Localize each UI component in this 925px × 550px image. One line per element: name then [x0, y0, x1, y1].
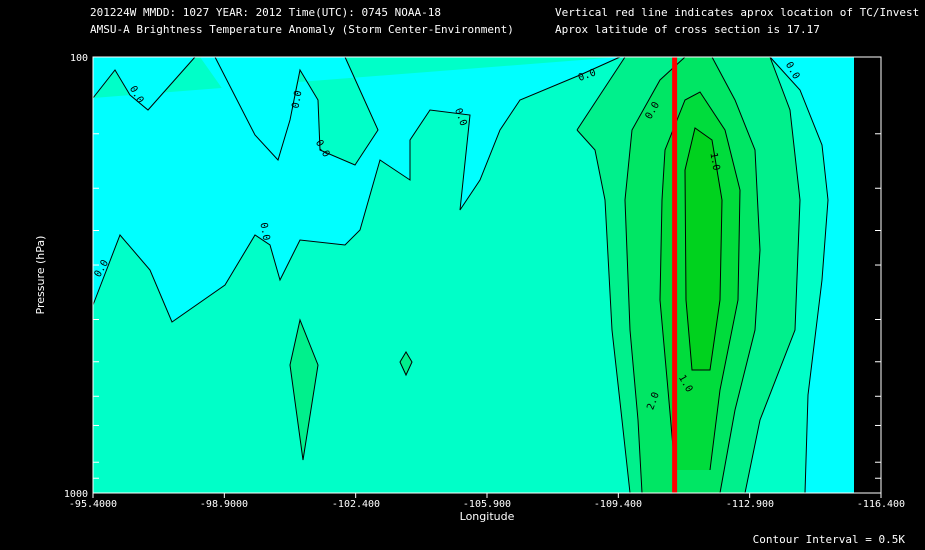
- contour-fill-isolated-1: [290, 320, 318, 460]
- y-tick-label-top: 100: [70, 53, 88, 64]
- contour-line-isolated-2: [399, 351, 413, 377]
- contour-line-2-0: [684, 127, 723, 371]
- x-tick-label-4: -109.400: [594, 499, 642, 510]
- contour-line-0-5: [576, 56, 801, 494]
- contour-line-zero-main: [92, 56, 621, 323]
- contour-line-zero-right: [769, 56, 829, 494]
- contour-line-zero-upper-left: [92, 56, 196, 111]
- x-tick-label-0: -95.4000: [69, 499, 117, 510]
- contour-line-1-5: [659, 91, 741, 471]
- contour-interval-note: Contour Interval = 0.5K: [753, 533, 906, 546]
- x-axis-title: Longitude: [460, 510, 515, 523]
- contour-fill-negative-main: [93, 57, 620, 322]
- contour-fill-band-2-0: [685, 128, 722, 370]
- contour-label: 0.0: [257, 222, 271, 242]
- x-tick-label-6: -116.400: [857, 499, 905, 510]
- contour-label: 0.0: [291, 90, 305, 110]
- contour-line-zero-upper-mid: [214, 56, 379, 166]
- header-line2-left: AMSU-A Brightness Temperature Anomaly (S…: [90, 23, 514, 36]
- x-tick-label-2: -102.400: [332, 499, 380, 510]
- y-tick-label-bottom: 1000: [64, 489, 88, 500]
- x-tick-label-1: -98.9000: [200, 499, 248, 510]
- contour-line-1-0: [624, 56, 761, 494]
- contour-line-isolated-1: [289, 318, 319, 461]
- contour-label: 1.0: [707, 152, 721, 172]
- header-line1-left: 201224W MMDD: 1027 YEAR: 2012 Time(UTC):…: [90, 6, 441, 19]
- x-axis-ticks: [92, 493, 882, 498]
- x-tick-label-5: -112.900: [726, 499, 774, 510]
- contour-line-layer: [92, 56, 829, 494]
- missing-data-strip: [854, 57, 881, 493]
- y-axis-title: Pressure (hPa): [34, 236, 47, 315]
- contour-fill-layer: [93, 57, 881, 493]
- contour-fill-negative-upper: [93, 57, 195, 110]
- header-line2-right: Aprox latitude of cross section is 17.17: [555, 23, 820, 36]
- contour-fill-negative-right: [770, 57, 854, 493]
- y-axis-ticks: [93, 56, 881, 494]
- x-tick-label-3: -105.900: [463, 499, 511, 510]
- header-line1-right: Vertical red line indicates aprox locati…: [555, 6, 920, 19]
